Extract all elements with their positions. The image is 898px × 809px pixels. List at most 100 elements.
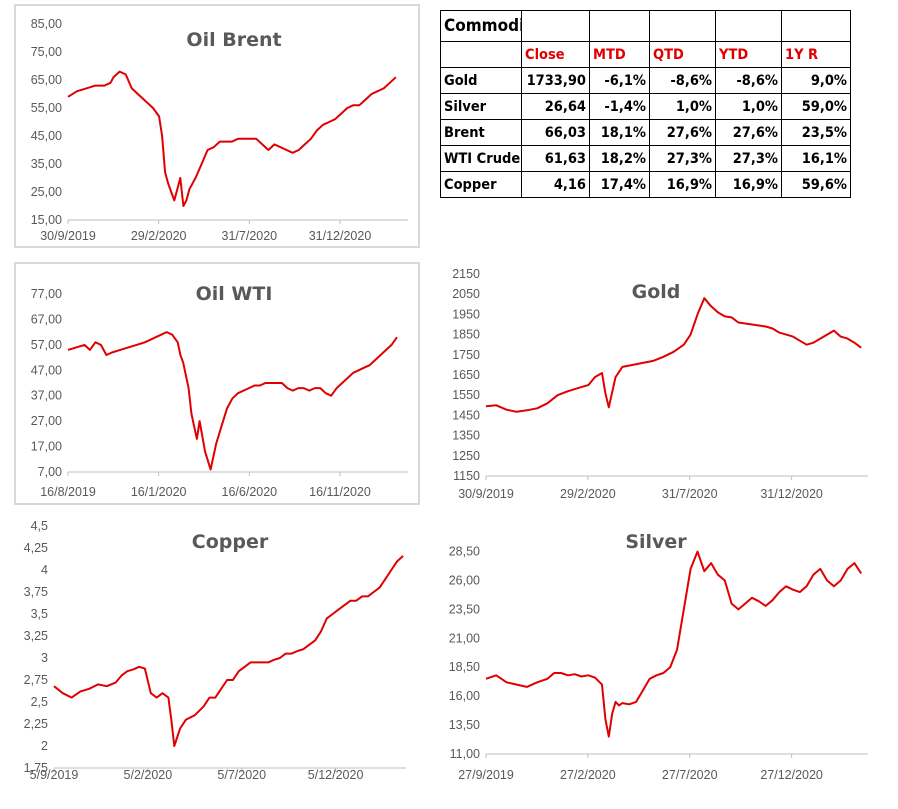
gold-y-tick-label: 1250 xyxy=(452,449,480,463)
brent-y-tick-label: 25,00 xyxy=(31,185,62,199)
table-header xyxy=(440,41,522,68)
row-qtd: 27,3% xyxy=(649,145,716,172)
brent-chart: 15,00 25,00 35,00 45,00 55,00 65,00 75,00 85,00… xyxy=(31,17,408,243)
gold-y-tick-label: 2050 xyxy=(452,287,480,301)
silver-chart-title: Silver xyxy=(625,531,687,553)
brent-y-tick-label: 85,00 xyxy=(31,17,62,31)
table-row: Silver 26,64 -1,4% 1,0% 1,0% 59,0% xyxy=(440,93,851,120)
wti-x-tick-label: 16/1/2020 xyxy=(131,485,187,499)
gold-x-tick-label: 30/9/2019 xyxy=(458,487,514,501)
wti-y-tick-label: 37,00 xyxy=(31,389,62,403)
wti-y-tick-label: 27,00 xyxy=(31,414,62,428)
row-1y: 9,0% xyxy=(781,67,851,94)
copper-chart-panel: 1,75 2 2,25 2,5 2,75 3 3,25 3,5 3,75 4 4,25 4,5 5/9/… xyxy=(10,516,420,804)
row-qtd: 1,0% xyxy=(649,93,716,120)
wti-y-tick-label: 77,00 xyxy=(31,287,62,301)
row-close: 61,63 xyxy=(521,145,590,172)
row-1y: 23,5% xyxy=(781,119,851,146)
row-ytd: 27,6% xyxy=(715,119,782,146)
copper-y-tick-label: 3,5 xyxy=(31,607,48,621)
gold-y-tick-label: 1850 xyxy=(452,328,480,342)
row-name: Copper xyxy=(440,171,522,198)
copper-y-tick-label: 4 xyxy=(41,563,48,577)
gold-chart-title: Gold xyxy=(632,281,681,303)
wti-chart: 7,00 17,00 27,00 37,00 47,00 57,00 67,00 77,00 1… xyxy=(31,283,408,499)
row-1y: 59,6% xyxy=(781,171,851,198)
silver-x-tick-label: 27/2/2020 xyxy=(560,768,616,782)
copper-chart: 1,75 2 2,25 2,5 2,75 3 3,25 3,5 3,75 4 4,25 4,5 5/9/… xyxy=(24,519,406,782)
gold-chart: 1150 1250 1350 1450 1550 1650 1750 1850 1950 2050… xyxy=(452,267,868,501)
brent-x-tick-label: 30/9/2019 xyxy=(40,229,96,243)
brent-price-line xyxy=(67,70,397,207)
wti-y-tick-label: 57,00 xyxy=(31,338,62,352)
copper-y-tick-label: 2,25 xyxy=(24,717,48,731)
gold-y-tick-label: 1950 xyxy=(452,307,480,321)
copper-y-tick-label: 2 xyxy=(41,739,48,753)
silver-x-tick-label: 27/9/2019 xyxy=(458,768,514,782)
silver-y-tick-label: 28,50 xyxy=(449,545,480,559)
brent-chart-title: Oil Brent xyxy=(186,29,281,51)
brent-y-tick-label: 55,00 xyxy=(31,101,62,115)
row-name: Gold xyxy=(440,67,522,94)
row-ytd: 27,3% xyxy=(715,145,782,172)
copper-y-tick-label: 2,5 xyxy=(31,695,48,709)
row-close: 1733,90 xyxy=(521,67,590,94)
wti-y-tick-label: 17,00 xyxy=(31,440,62,454)
silver-y-tick-label: 13,50 xyxy=(449,718,480,732)
table-header: YTD xyxy=(715,41,782,68)
copper-x-tick-label: 5/12/2020 xyxy=(308,768,364,782)
table-row: WTI Crude 61,63 18,2% 27,3% 27,3% 16,1% xyxy=(440,145,851,172)
silver-chart-panel: 11,00 13,50 16,00 18,50 21,00 23,50 26,00 28,50… xyxy=(436,516,882,804)
row-mtd: 18,1% xyxy=(589,119,650,146)
table-header: QTD xyxy=(649,41,716,68)
copper-y-tick-label: 1,75 xyxy=(24,761,48,775)
table-title-row: Commodities xyxy=(440,10,851,42)
copper-x-tick-label: 5/9/2019 xyxy=(30,768,79,782)
gold-x-tick-label: 31/12/2020 xyxy=(760,487,823,501)
table-header-row: Close MTD QTD YTD 1Y R xyxy=(440,41,851,68)
row-close: 26,64 xyxy=(521,93,590,120)
row-name: Brent xyxy=(440,119,522,146)
gold-y-tick-label: 1750 xyxy=(452,348,480,362)
row-ytd: -8,6% xyxy=(715,67,782,94)
wti-y-tick-label: 67,00 xyxy=(31,312,62,326)
row-mtd: 17,4% xyxy=(589,171,650,198)
gold-y-tick-label: 1350 xyxy=(452,429,480,443)
wti-x-tick-label: 16/6/2020 xyxy=(222,485,278,499)
wti-x-tick-label: 16/11/2020 xyxy=(309,485,371,499)
copper-y-tick-label: 3,25 xyxy=(24,629,48,643)
copper-y-tick-label: 4,5 xyxy=(31,519,48,533)
gold-y-tick-label: 1550 xyxy=(452,388,480,402)
brent-chart-panel: 15,00 25,00 35,00 45,00 55,00 65,00 75,00 85,00… xyxy=(14,4,420,248)
copper-chart-title: Copper xyxy=(192,531,269,553)
copper-price-line xyxy=(53,555,404,747)
silver-x-tick-label: 27/12/2020 xyxy=(760,768,823,782)
gold-y-tick-label: 1150 xyxy=(453,469,480,483)
silver-y-tick-label: 26,00 xyxy=(449,573,480,587)
copper-x-tick-label: 5/7/2020 xyxy=(217,768,266,782)
wti-y-tick-label: 7,00 xyxy=(38,465,62,479)
gold-price-line xyxy=(485,297,862,413)
brent-y-tick-label: 75,00 xyxy=(31,45,62,59)
silver-y-tick-label: 16,00 xyxy=(449,689,480,703)
row-qtd: 27,6% xyxy=(649,119,716,146)
brent-x-tick-label: 31/12/2020 xyxy=(309,229,372,243)
table-row: Brent 66,03 18,1% 27,6% 27,6% 23,5% xyxy=(440,119,851,146)
gold-y-tick-label: 1450 xyxy=(452,408,480,422)
brent-x-tick-label: 31/7/2020 xyxy=(222,229,278,243)
row-name: Silver xyxy=(440,93,522,120)
silver-price-line xyxy=(485,550,863,738)
row-qtd: -8,6% xyxy=(649,67,716,94)
row-ytd: 1,0% xyxy=(715,93,782,120)
table-row: Gold 1733,90 -6,1% -8,6% -8,6% 9,0% xyxy=(440,67,851,94)
silver-y-tick-label: 21,00 xyxy=(449,631,480,645)
row-ytd: 16,9% xyxy=(715,171,782,198)
table-header: 1Y R xyxy=(781,41,851,68)
gold-x-tick-label: 29/2/2020 xyxy=(560,487,616,501)
brent-y-tick-label: 45,00 xyxy=(31,129,62,143)
row-close: 4,16 xyxy=(521,171,590,198)
copper-y-tick-label: 2,75 xyxy=(24,673,48,687)
gold-x-tick-label: 31/7/2020 xyxy=(662,487,718,501)
copper-y-tick-label: 3 xyxy=(41,651,48,665)
row-mtd: -1,4% xyxy=(589,93,650,120)
